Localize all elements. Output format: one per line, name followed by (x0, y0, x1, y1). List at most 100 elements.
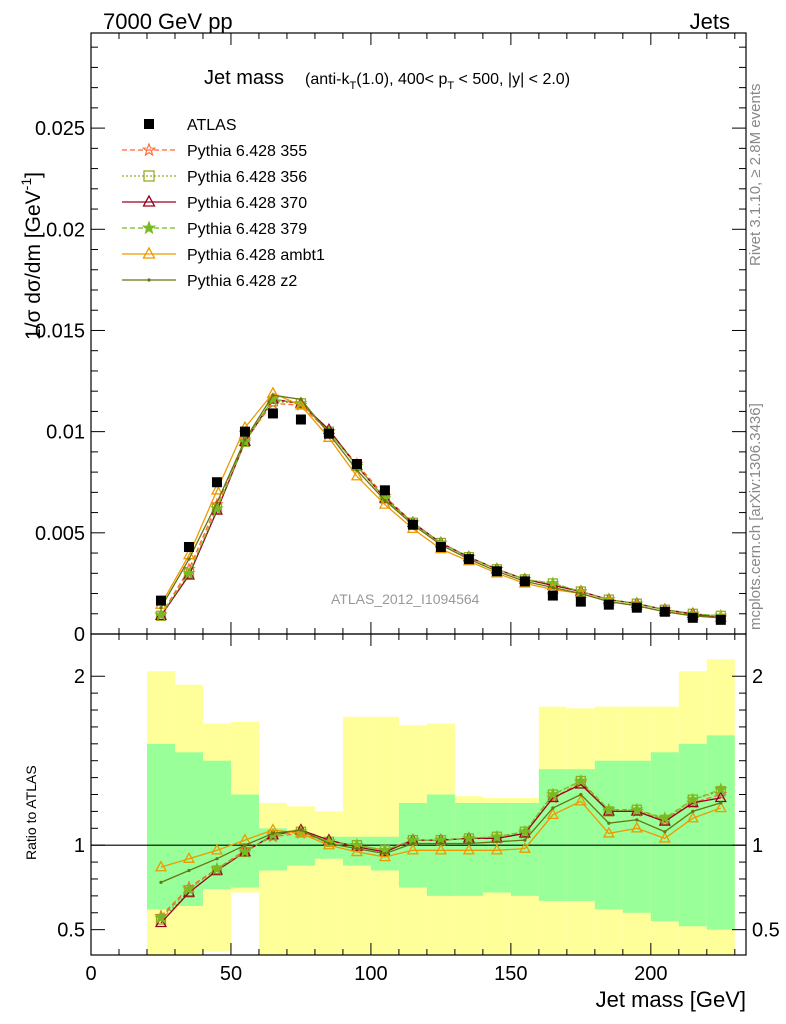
atlas-point-10 (435, 541, 446, 552)
legend-label-1: Pythia 6.428 356 (187, 169, 307, 186)
legend-label-atlas: ATLAS (187, 117, 237, 134)
green-band-bin-18 (650, 752, 679, 922)
series-4-point-8 (378, 850, 391, 862)
x-tick-label: 0 (85, 963, 96, 985)
legend-marker-5 (147, 278, 151, 282)
legend-marker-1 (143, 170, 155, 182)
series-5-point-15 (579, 792, 583, 797)
legend-label-2: Pythia 6.428 370 (187, 195, 307, 212)
series-0-point-20 (714, 787, 728, 801)
y-axis-label: 1/σ dσ/dm [GeV-1] (18, 172, 45, 340)
atlas-point-20 (715, 614, 726, 625)
series-4-point-18 (658, 831, 671, 843)
green-band-bin-11 (454, 802, 483, 896)
green-band-bin-1 (174, 752, 203, 907)
y-tick-label-right: 0.5 (752, 920, 780, 942)
series-4-point-7 (350, 469, 363, 481)
series-5-point-8 (383, 498, 387, 503)
series-5-point-14 (551, 585, 555, 590)
green-band-bin-17 (622, 760, 651, 913)
series-5-point-12 (495, 840, 499, 844)
series-5-point-7 (355, 846, 359, 851)
yellow-band-bin-7 (342, 716, 371, 955)
atlas-point-2 (211, 477, 222, 488)
legend: ATLAS Pythia 6.428 355 Pythia 6.428 356 Pyt… (122, 117, 325, 290)
series-3-point-16 (602, 802, 616, 816)
series-3-point-1 (182, 566, 196, 580)
legend-marker-4 (142, 246, 156, 259)
subtitle-pre: (anti-k (305, 71, 350, 88)
series-5-point-19 (691, 809, 695, 813)
series-5-point-2 (215, 500, 219, 505)
y-tick-label: 0.5 (57, 920, 85, 942)
series-5-point-1 (187, 557, 191, 561)
atlas-point-17 (631, 602, 642, 613)
series-5-point-13 (523, 838, 527, 842)
atlas-point-4 (267, 408, 278, 419)
subtitle-mid: (1.0), 400< p (356, 71, 447, 88)
legend-label-0: Pythia 6.428 355 (187, 143, 307, 160)
series-3-point-15 (574, 774, 588, 787)
series-4-point-17 (630, 821, 643, 833)
atlas-point-8 (379, 485, 390, 496)
atlas-point-7 (351, 459, 362, 470)
series-4-point-20 (714, 801, 727, 813)
series-3-point-3 (238, 844, 252, 858)
series-3-point-12 (490, 829, 504, 843)
chart-subtitle: (anti-kT(1.0), 400< pT < 500, |y| < 2.0) (305, 71, 570, 92)
series-5-point-15 (579, 591, 583, 596)
series-3-point-19 (686, 792, 700, 806)
atlas-point-12 (491, 566, 502, 577)
x-tick-label: 100 (354, 963, 387, 985)
rivet-label: Rivet 3.1.10, ≥ 2.8M events (747, 84, 764, 267)
series-4-point-11 (462, 843, 475, 855)
atlas-point-1 (183, 541, 194, 552)
series-3-point-17 (630, 802, 644, 816)
header-left: 7000 GeV pp (103, 9, 233, 34)
green-band-bin-16 (594, 760, 623, 910)
series-5-point-3 (243, 843, 247, 847)
header-right: Jets (690, 9, 730, 34)
series-4-point-10 (434, 843, 447, 855)
y-tick-label: 0.015 (35, 320, 85, 342)
atlas-point-5 (295, 414, 306, 425)
x-tick-label: 200 (634, 963, 667, 985)
atlas-point-0 (155, 595, 166, 606)
series-5-point-18 (663, 830, 667, 834)
series-5-point-10 (439, 841, 443, 846)
green-band-bin-19 (678, 743, 707, 927)
atlas-point-11 (463, 554, 474, 565)
atlas-point-14 (547, 590, 558, 601)
series-4-point-19 (686, 811, 699, 823)
y-axis-label-exp: -1 (18, 178, 34, 191)
y-tick-label: 0 (74, 624, 85, 646)
legend-label-5: Pythia 6.428 z2 (187, 273, 297, 290)
atlas-point-9 (407, 519, 418, 530)
series-5-point-14 (551, 806, 555, 810)
series-4-point-5 (294, 398, 307, 410)
series-3-point-13 (518, 824, 532, 838)
legend-marker-atlas (144, 119, 154, 129)
series-4-point-2 (210, 843, 224, 855)
legend-marker-2 (142, 194, 156, 207)
y-axis-label-text: 1/σ dσ/dm [GeV (22, 190, 45, 340)
legend-marker-3 (141, 220, 157, 235)
series-5-point-1 (187, 868, 191, 873)
series-5-point-4 (271, 393, 275, 397)
series-3-point-2 (210, 861, 224, 875)
atlas-point-19 (687, 612, 698, 623)
y-tick-label: 1 (74, 835, 85, 857)
series-4-point-2 (210, 483, 224, 495)
yellow-band-bin-6 (314, 811, 343, 955)
legend-label-4: Pythia 6.428 ambt1 (187, 247, 325, 264)
y-tick-label: 0.01 (46, 422, 85, 444)
series-5-point-9 (411, 841, 415, 846)
y-tick-label: 0.005 (35, 523, 85, 545)
atlas-point-15 (575, 596, 586, 607)
mcplots-label: mcplots.cern.ch [arXiv:1306.3436] (747, 403, 764, 630)
series-5-point-16 (607, 821, 611, 825)
green-band-bin-12 (482, 802, 511, 893)
subtitle-idx2: T (447, 80, 454, 92)
series-3-point-14 (546, 787, 560, 801)
y-tick-label-right: 2 (752, 666, 763, 688)
